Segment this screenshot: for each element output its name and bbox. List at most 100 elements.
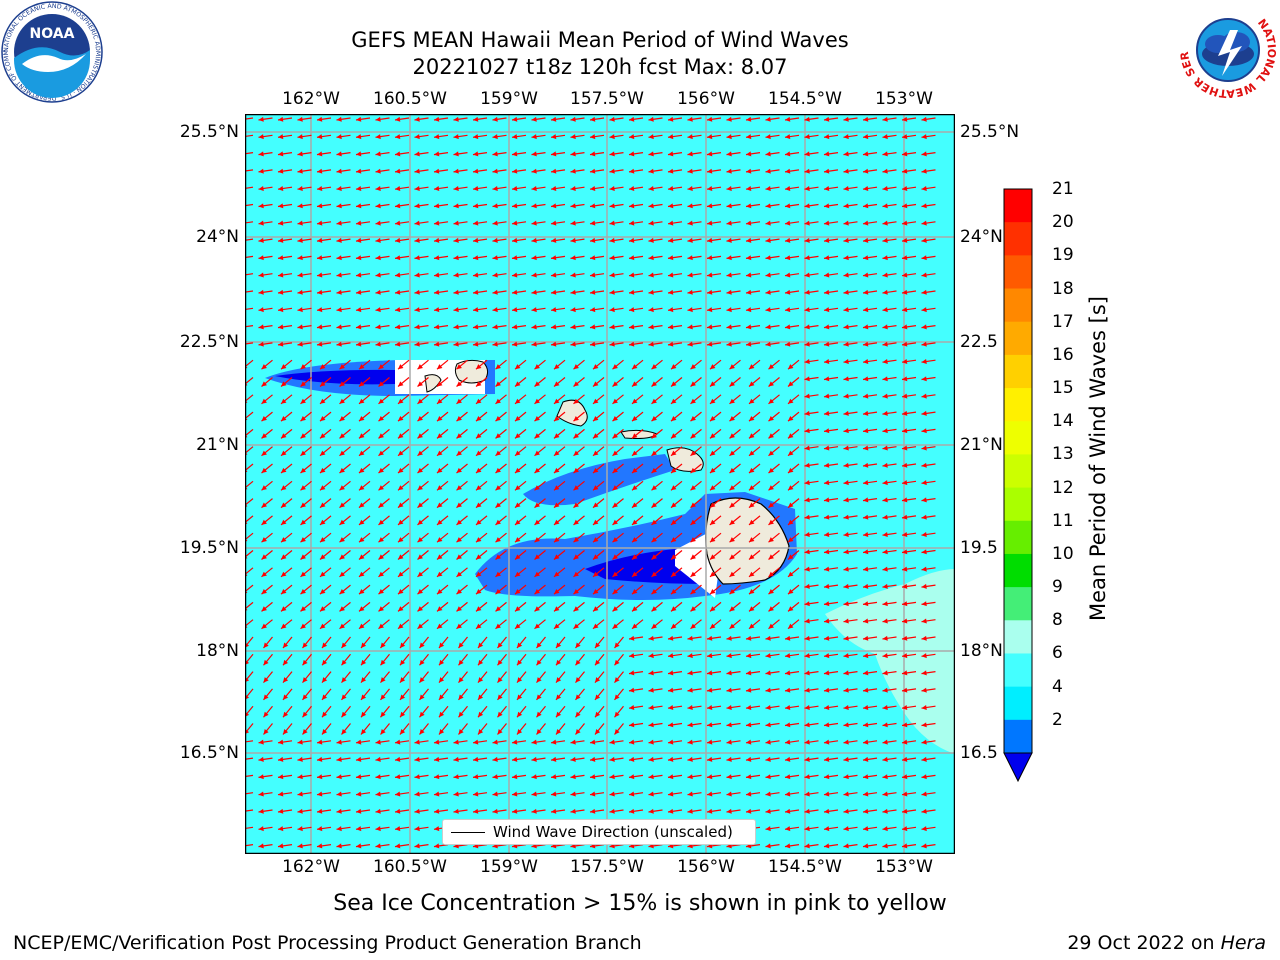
direction-arrow [414, 134, 429, 140]
direction-arrow [823, 324, 839, 330]
direction-arrow [901, 220, 917, 226]
direction-arrow [921, 583, 936, 589]
direction-arrow [277, 255, 293, 261]
direction-arrow [570, 168, 585, 174]
direction-arrow [651, 480, 663, 491]
direction-arrow [628, 756, 644, 762]
direction-arrow [823, 151, 839, 157]
direction-arrow [670, 619, 683, 630]
direction-arrow [534, 411, 546, 422]
direction-arrow [765, 289, 780, 295]
direction-arrow [553, 377, 566, 387]
direction-arrow [300, 515, 312, 526]
direction-arrow [631, 463, 644, 474]
sea-ice-note: Sea Ice Concentration > 15% is shown in … [333, 891, 947, 916]
direction-arrow [709, 550, 722, 560]
direction-arrow [921, 601, 936, 607]
direction-arrow [380, 653, 390, 666]
direction-arrow [355, 186, 371, 191]
direction-arrow [297, 791, 312, 797]
direction-arrow [787, 619, 800, 630]
direction-arrow [277, 826, 293, 832]
direction-arrow [336, 289, 351, 295]
direction-arrow [378, 394, 390, 405]
direction-arrow [921, 462, 936, 468]
direction-arrow [882, 151, 897, 157]
direction-arrow [609, 237, 624, 243]
direction-arrow [277, 220, 293, 226]
direction-arrow [768, 584, 780, 595]
direction-arrow [380, 671, 390, 683]
direction-arrow [511, 168, 527, 174]
colorbar-segment [1004, 321, 1032, 356]
direction-arrow [453, 774, 468, 780]
direction-arrow [614, 723, 624, 735]
direction-arrow [667, 151, 683, 157]
direction-arrow [336, 116, 351, 122]
direction-arrow [709, 428, 722, 439]
direction-arrow [921, 151, 936, 157]
direction-arrow [336, 255, 351, 261]
direction-arrow [360, 688, 371, 701]
direction-arrow [414, 774, 429, 780]
direction-arrow [921, 618, 936, 624]
direction-arrow [414, 826, 429, 832]
direction-arrow [516, 688, 527, 701]
direction-arrow [765, 255, 780, 261]
direction-arrow [648, 808, 663, 814]
direction-arrow [882, 393, 897, 399]
lon-tick-bottom: 159°W [480, 857, 538, 877]
direction-arrow [511, 151, 527, 157]
direction-arrow [358, 359, 371, 370]
direction-arrow [589, 272, 605, 278]
direction-arrow [394, 324, 410, 330]
direction-arrow [536, 688, 546, 701]
direction-arrow [492, 203, 507, 209]
direction-arrow [360, 723, 371, 735]
direction-arrow [612, 550, 624, 560]
direction-arrow [550, 255, 566, 261]
direction-arrow [687, 237, 702, 243]
direction-arrow [550, 203, 566, 209]
direction-arrow [628, 705, 644, 710]
direction-arrow [394, 289, 410, 295]
direction-arrow [339, 394, 351, 405]
direction-arrow [300, 377, 312, 387]
direction-arrow [687, 307, 702, 313]
direction-arrow [784, 843, 800, 849]
direction-arrow [258, 151, 273, 157]
direction-arrow [784, 774, 800, 780]
direction-arrow [534, 480, 546, 491]
direction-arrow [394, 791, 410, 797]
direction-arrow [862, 618, 878, 624]
direction-arrow [492, 808, 507, 814]
direction-arrow [843, 428, 858, 434]
direction-arrow [514, 377, 527, 387]
direction-arrow [787, 584, 800, 595]
direction-arrow [336, 826, 351, 832]
direction-arrow [882, 687, 897, 693]
direction-arrow [804, 151, 819, 157]
direction-arrow [784, 739, 800, 745]
direction-arrow [511, 341, 527, 347]
direction-arrow [748, 377, 761, 387]
direction-arrow [687, 341, 702, 347]
direction-arrow [787, 480, 800, 491]
direction-arrow [667, 324, 683, 330]
direction-arrow [433, 151, 449, 157]
direction-arrow [901, 324, 917, 330]
direction-arrow [651, 567, 663, 578]
direction-arrow [355, 739, 371, 745]
lon-tick-bottom: 162°W [282, 857, 340, 877]
colorbar-title: Mean Period of Wind Waves [s] [1086, 296, 1110, 621]
direction-arrow [397, 567, 410, 578]
direction-arrow [302, 671, 312, 683]
direction-arrow [414, 289, 429, 295]
direction-arrow [570, 756, 585, 762]
direction-arrow [414, 151, 429, 157]
direction-arrow [550, 774, 566, 780]
direction-arrow [263, 653, 273, 666]
direction-arrow [765, 151, 780, 157]
direction-arrow [670, 377, 683, 387]
direction-arrow [438, 688, 449, 701]
